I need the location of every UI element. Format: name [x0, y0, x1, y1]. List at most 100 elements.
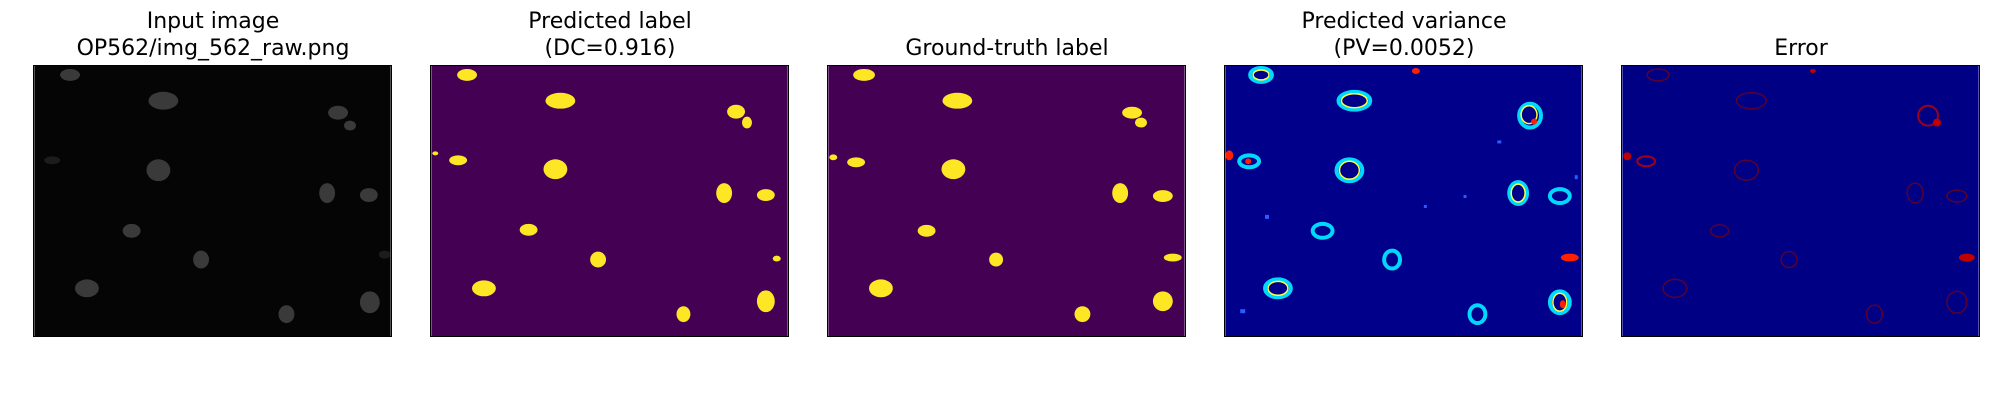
- mask-blob: [869, 279, 893, 298]
- mask-blob: [727, 104, 745, 119]
- error-outline: [1946, 189, 1968, 203]
- input-image-title-line1: Input image: [146, 9, 280, 34]
- mask-blob: [756, 189, 775, 201]
- error-hotspot: [1933, 118, 1941, 127]
- predicted-variance-canvas: [1225, 66, 1582, 336]
- variance-hotspot: [1559, 300, 1566, 309]
- variance-ring: [1263, 277, 1293, 300]
- mask-blob: [1074, 306, 1091, 323]
- nucleus: [344, 120, 356, 131]
- input-image-canvas: [34, 66, 391, 336]
- variance-hotspot: [1225, 150, 1234, 161]
- input-image-panel: [33, 65, 392, 337]
- nucleus-faint: [378, 250, 391, 259]
- mask-blob: [917, 224, 936, 237]
- mask-blob: [942, 92, 973, 109]
- variance-ring: [1517, 101, 1543, 130]
- error-hotspot: [1623, 152, 1632, 161]
- nucleus: [359, 188, 378, 202]
- error-outline: [1709, 224, 1730, 238]
- mask-blob: [941, 159, 966, 180]
- predicted-label-panel: [430, 65, 789, 337]
- error-title-line1: Error: [1774, 36, 1828, 61]
- mask-blob: [1163, 253, 1182, 262]
- mask-blob: [457, 68, 477, 81]
- nucleus: [60, 68, 80, 81]
- variance-ring: [1547, 289, 1572, 316]
- mask-blob: [519, 223, 538, 236]
- mask-blob: [432, 151, 439, 156]
- predicted-label-canvas: [431, 66, 788, 336]
- error-outline: [1906, 182, 1924, 204]
- error-outline: [1780, 250, 1798, 269]
- ground-truth-title-line1: Ground-truth label: [905, 36, 1109, 61]
- mask-blob: [1152, 190, 1173, 202]
- mask-blob: [756, 290, 775, 313]
- nucleus: [75, 279, 99, 298]
- mask-blob: [716, 183, 733, 203]
- nucleus: [148, 91, 179, 110]
- nucleus-faint: [44, 156, 61, 165]
- mask-blob: [590, 251, 607, 268]
- nucleus: [193, 250, 210, 269]
- mask-blob: [829, 154, 838, 161]
- input-image-title-line2: OP562/img_562_raw.png: [76, 36, 350, 61]
- nucleus: [328, 105, 348, 120]
- error-outline: [1865, 304, 1884, 324]
- predicted-variance-title-line1: Predicted variance: [1301, 9, 1507, 34]
- mask-blob: [853, 68, 875, 81]
- error-outline-strong: [1917, 104, 1939, 127]
- variance-ring: [1334, 157, 1365, 184]
- error-outline: [1946, 290, 1968, 314]
- nucleus: [359, 291, 380, 314]
- variance-hotspot: [1245, 158, 1252, 165]
- predicted-label-title-line1: Predicted label: [528, 9, 692, 34]
- variance-ring: [1310, 221, 1335, 240]
- mask-blob: [772, 255, 781, 262]
- variance-ring: [1382, 248, 1403, 271]
- variance-ring: [1467, 303, 1488, 326]
- error-outline: [1646, 68, 1670, 82]
- variance-ring: [1248, 66, 1274, 84]
- variance-ring: [1237, 153, 1262, 170]
- ground-truth-canvas: [828, 66, 1185, 336]
- predicted-label-title: Predicted label (DC=0.916): [430, 8, 790, 62]
- mask-blob: [1152, 291, 1173, 312]
- error-outline-strong: [1636, 155, 1657, 168]
- variance-ring: [1547, 187, 1572, 205]
- mask-blob: [847, 157, 866, 168]
- variance-hotspot: [1531, 118, 1538, 125]
- mask-blob: [989, 252, 1004, 267]
- variance-ring: [1507, 180, 1530, 206]
- variance-hotspot: [1411, 67, 1420, 74]
- error-canvas: [1622, 66, 1979, 336]
- variance-hotspot: [1560, 253, 1579, 262]
- mask-blob: [449, 155, 468, 166]
- error-title: Error: [1621, 35, 1981, 62]
- error-outline: [1735, 92, 1767, 110]
- error-outline: [1733, 159, 1760, 181]
- mask-blob: [543, 159, 568, 180]
- nucleus: [319, 183, 336, 203]
- nucleus: [278, 305, 295, 324]
- input-image-title: Input image OP562/img_562_raw.png: [33, 8, 393, 62]
- error-hotspot: [1958, 253, 1975, 262]
- mask-blob: [545, 92, 576, 109]
- ground-truth-panel: [827, 65, 1186, 337]
- mask-blob: [676, 306, 691, 323]
- error-outline: [1662, 278, 1688, 299]
- mask-blob: [1135, 117, 1147, 128]
- predicted-variance-title-line2: (PV=0.0052): [1333, 36, 1475, 61]
- predicted-variance-panel: [1224, 65, 1583, 337]
- mask-blob: [742, 116, 752, 129]
- error-panel: [1621, 65, 1980, 337]
- mask-blob: [1112, 183, 1129, 203]
- variance-ring: [1336, 89, 1373, 112]
- predicted-variance-title: Predicted variance (PV=0.0052): [1224, 8, 1584, 62]
- nucleus: [122, 223, 141, 238]
- error-hotspot: [1809, 68, 1816, 73]
- ground-truth-title: Ground-truth label: [827, 35, 1187, 62]
- mask-blob: [472, 280, 496, 297]
- nucleus: [146, 159, 171, 182]
- mask-blob: [1122, 106, 1142, 119]
